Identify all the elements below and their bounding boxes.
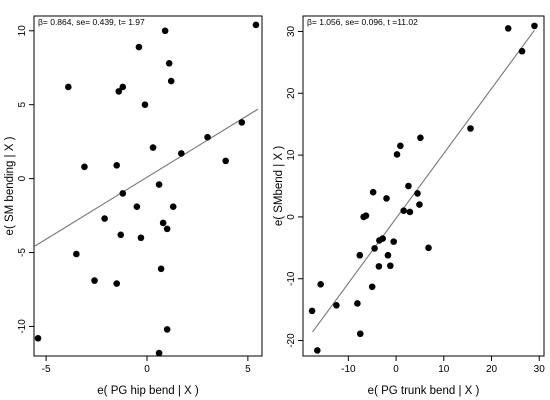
data-point xyxy=(157,265,165,273)
data-point xyxy=(119,190,127,197)
data-point xyxy=(133,203,141,210)
data-point xyxy=(177,150,185,157)
y-tick-label: 20 xyxy=(286,87,297,99)
data-point xyxy=(356,330,364,338)
data-point xyxy=(368,283,376,291)
data-point xyxy=(405,182,412,190)
data-point xyxy=(518,47,526,55)
data-point xyxy=(414,190,421,197)
y-tick-label: 5 xyxy=(17,101,28,107)
data-point xyxy=(141,101,149,108)
plot-frame xyxy=(33,15,263,357)
regression-stats: β= 0.864, se= 0.439, t= 1.97 xyxy=(38,17,145,27)
data-point xyxy=(149,144,157,151)
data-point xyxy=(101,215,108,222)
data-point xyxy=(137,234,145,242)
x-tick-label: 5 xyxy=(245,364,251,375)
data-point xyxy=(117,231,125,239)
left-scatter-panel: β= 0.864, se= 0.439, t= 1.97 -5 0 5 -10 -5 0 5 1… xyxy=(4,15,263,397)
data-point xyxy=(393,151,401,158)
x-axis-label: e( PG hip bend | X ) xyxy=(97,385,199,397)
regression-line xyxy=(33,108,259,248)
data-point xyxy=(119,83,127,91)
data-point xyxy=(397,142,404,150)
x-axis-label: e( PG trunk bend | X ) xyxy=(368,385,480,397)
data-point xyxy=(159,219,167,227)
data-point xyxy=(65,83,72,91)
y-tick-label: -10 xyxy=(17,319,28,334)
regression-line xyxy=(312,29,535,333)
y-tick-label: -10 xyxy=(286,271,297,286)
data-point xyxy=(390,238,397,245)
x-tick-label: 30 xyxy=(534,364,546,375)
data-point xyxy=(155,181,163,188)
y-axis-label: e( SM bending | X ) xyxy=(4,136,16,235)
data-point xyxy=(163,326,171,333)
data-point xyxy=(115,88,123,95)
data-point xyxy=(204,133,211,141)
data-point xyxy=(91,277,98,284)
data-point xyxy=(384,251,392,259)
data-point xyxy=(362,212,370,219)
x-tick-label: 0 xyxy=(144,364,150,375)
data-point xyxy=(81,163,88,171)
plot-frame xyxy=(302,15,545,357)
data-point xyxy=(308,307,316,315)
y-tick-label: -5 xyxy=(17,248,28,257)
data-point xyxy=(504,25,512,32)
y-tick-label: 30 xyxy=(286,25,297,37)
data-point xyxy=(416,201,423,208)
data-point xyxy=(425,244,432,252)
data-point xyxy=(314,347,321,354)
data-point xyxy=(531,22,538,30)
x-tick-label: 0 xyxy=(393,364,399,375)
data-point xyxy=(400,207,407,215)
data-point xyxy=(333,302,340,309)
y-tick-label: 10 xyxy=(17,25,28,37)
data-point xyxy=(354,300,361,307)
data-point xyxy=(222,157,229,165)
data-point xyxy=(238,119,246,126)
regression-stats: β= 1.056, se= 0.096, t =11.02 xyxy=(307,17,418,27)
y-tick-label: 0 xyxy=(286,214,297,220)
data-point xyxy=(383,195,390,202)
data-point xyxy=(34,334,42,342)
x-tick-label: -5 xyxy=(42,364,51,375)
data-point xyxy=(113,280,121,287)
data-point xyxy=(252,21,260,29)
data-point xyxy=(163,225,171,233)
data-point xyxy=(73,250,80,258)
y-axis-label: e( SMbend | X ) xyxy=(273,146,285,226)
data-point xyxy=(371,245,378,252)
y-tick-label: 10 xyxy=(286,149,297,161)
data-point xyxy=(379,235,386,242)
data-point xyxy=(169,203,177,210)
y-tick-label: -20 xyxy=(286,333,297,348)
data-point xyxy=(369,188,377,196)
x-tick-label: 10 xyxy=(438,364,450,375)
data-point xyxy=(161,27,169,35)
data-point xyxy=(165,60,173,67)
data-point xyxy=(113,162,121,169)
data-point xyxy=(317,280,324,288)
data-point xyxy=(467,125,474,132)
data-point xyxy=(406,208,414,216)
data-point xyxy=(155,349,163,357)
data-point xyxy=(167,77,175,85)
x-tick-label: 20 xyxy=(486,364,498,375)
data-point xyxy=(417,134,424,142)
right-scatter-panel: β= 1.056, se= 0.096, t =11.02 -10 0 10 20 30 -… xyxy=(273,15,546,397)
y-tick-label: 0 xyxy=(17,175,28,181)
data-point xyxy=(356,251,364,259)
x-tick-label: -10 xyxy=(341,364,356,375)
data-point xyxy=(135,43,143,51)
data-point xyxy=(387,262,394,270)
data-point xyxy=(375,263,383,270)
